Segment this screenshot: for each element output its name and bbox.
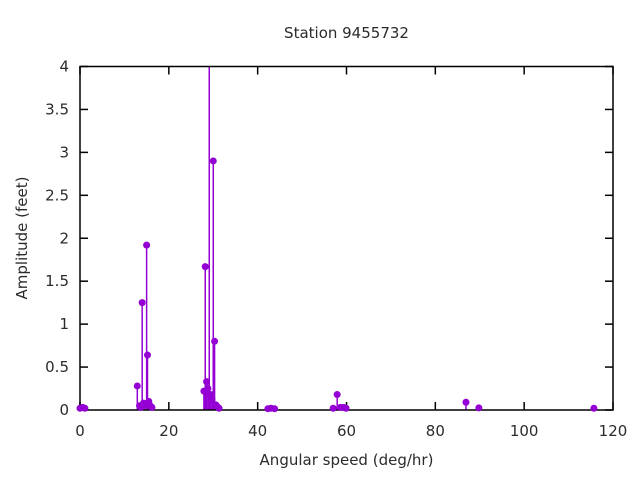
data-point: [143, 241, 151, 249]
x-axis-label: Angular speed (deg/hr): [259, 451, 434, 469]
data-point: [271, 405, 279, 413]
y-tick-label: 4: [59, 58, 69, 76]
data-point: [208, 396, 216, 404]
data-point: [590, 404, 598, 412]
x-tick-label: 100: [510, 422, 539, 440]
x-tick-label: 0: [75, 422, 85, 440]
data-point: [462, 398, 470, 406]
data-point: [333, 391, 341, 399]
x-tick-label: 20: [159, 422, 178, 440]
data-point: [211, 337, 219, 345]
data-point: [148, 403, 156, 411]
data-point: [475, 404, 483, 412]
x-tick-label: 80: [426, 422, 445, 440]
data-point: [144, 351, 152, 359]
data-point: [215, 404, 223, 412]
chart-title: Station 9455732: [284, 24, 409, 42]
data-point: [204, 385, 212, 393]
data-point: [133, 382, 141, 390]
plot-border: [79, 65, 614, 411]
y-tick-label: 2: [59, 229, 69, 247]
data-point: [138, 299, 146, 307]
data-point: [329, 404, 337, 412]
data-point: [342, 404, 350, 412]
x-tick-label: 120: [599, 422, 628, 440]
y-tick-label: 2.5: [45, 186, 69, 204]
y-tick-label: 3.5: [45, 100, 69, 118]
data-point: [203, 378, 211, 386]
x-tick-label: 40: [248, 422, 267, 440]
y-tick-label: 3: [59, 143, 69, 161]
y-tick-label: 1: [59, 315, 69, 333]
y-tick-label: 0.5: [45, 358, 69, 376]
y-tick-label: 1.5: [45, 272, 69, 290]
y-tick-label: 0: [59, 401, 69, 419]
data-point: [209, 157, 217, 165]
x-tick-label: 60: [337, 422, 356, 440]
data-point: [201, 263, 209, 271]
data-point: [81, 404, 89, 412]
